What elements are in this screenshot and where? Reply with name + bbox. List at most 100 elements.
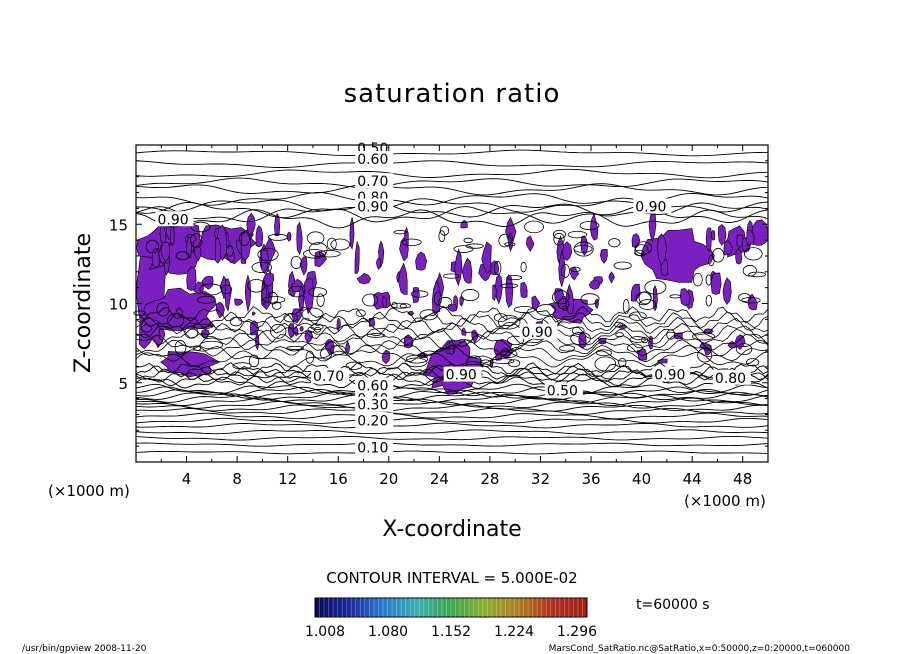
colorbar: 1.008 1.080 1.152 1.224 1.296 [305,597,597,640]
y-tick-label: 10 [109,296,128,314]
supersaturated-region [657,233,667,266]
contour-line [135,328,769,346]
supersaturated-region [492,284,498,301]
contour-blob [167,313,185,328]
contour-blob [744,247,763,261]
contour-line [135,383,769,395]
supersaturated-region [376,257,382,270]
contour-blob [271,301,282,310]
contour-blob [493,313,508,322]
supersaturated-region [151,247,160,269]
contour-label: 0.90 [357,200,388,216]
contour-label-bg [355,198,394,214]
contour-blob [439,225,450,236]
contour-label-bg [355,412,394,428]
contour-line [135,404,769,412]
contour-blob [748,271,767,278]
supersaturated-region [246,212,256,236]
supersaturated-region [234,298,244,306]
contour-blob [463,237,473,244]
contour-label-bg [544,382,583,398]
contour-blob [199,340,224,350]
contour-label: 0.90 [654,368,685,384]
colorbar-label: 1.080 [368,624,408,640]
x-axis-title: X-coordinate [382,517,521,542]
contour-blob [692,332,715,341]
supersaturated-region [652,284,658,312]
contour-label-bg [355,439,394,455]
contour-line [135,201,769,219]
contour-blob [318,250,341,258]
contour-blob [305,350,315,364]
colorbar-label: 1.224 [494,624,534,640]
supersaturated-region [565,283,575,314]
contour-blob [453,245,474,253]
supersaturated-region [299,326,304,332]
contour-blob [497,315,521,330]
supersaturated-region [158,328,166,340]
x-tick-label: 16 [329,470,348,488]
contour-blob [461,289,480,302]
contour-blob [507,335,525,346]
contour-blob [735,343,753,356]
contour-blob [399,303,407,309]
contour-line [135,177,769,189]
contour-line [135,422,769,429]
contour-blob [220,284,233,295]
contour-label-bg [633,198,672,214]
supersaturated-region [244,274,252,312]
contour-blob [634,241,652,255]
contour-label-bg [355,151,394,167]
contour-blob [229,316,243,327]
contour-blob [626,343,643,353]
supersaturated-region [356,273,372,285]
y-axis-title: Z-coordinate [71,233,96,373]
contour-label-bg [519,323,558,339]
x-tick-label: 32 [531,470,550,488]
contour-blob [443,273,460,279]
contour-label-bg [310,368,349,384]
supersaturated-region [415,251,428,271]
contour-line [135,160,769,168]
contour-interval-label: CONTOUR INTERVAL = 5.000E-02 [326,569,577,587]
contour-blob [493,260,502,276]
contour-blob [283,313,298,323]
contour-blob [232,362,252,370]
supersaturated-region [718,224,727,246]
contour-line [135,209,769,229]
contour-blob [571,326,585,335]
contour-blob [552,229,566,240]
contour-blob [567,230,588,239]
contour-blob [746,358,760,367]
supersaturated-region [454,248,463,287]
contour-label: 0.90 [157,212,188,228]
contour-blob [622,299,630,315]
contour-blob [225,245,234,257]
contour-label: 0.70 [357,174,388,190]
contour-blob [140,324,153,333]
contour-blob [741,297,761,304]
contour-blob [190,221,211,233]
y-tick-label: 15 [109,216,128,234]
contour-blob [270,323,287,339]
contour-line [135,397,769,406]
contour-line [135,344,769,363]
footer-left: /usr/bin/gpview 2008-11-20 [22,644,147,654]
contour-label: 0.90 [522,325,553,341]
supersaturated-region [598,337,607,345]
contour-label: 0.90 [446,368,477,384]
contour-blob [594,356,617,372]
contour-line [135,400,769,409]
contour-blob [608,238,621,248]
contour-blob [500,283,519,289]
contour-blob [666,329,676,340]
contour-blob [362,293,379,307]
contour-label-bg [355,377,394,393]
contour-blob [504,242,516,247]
y-tick-label: 5 [118,375,128,393]
contour-blob [491,358,515,364]
contour-blob [573,241,594,257]
contour-label-bg [652,366,691,382]
contour-blob [330,238,351,251]
